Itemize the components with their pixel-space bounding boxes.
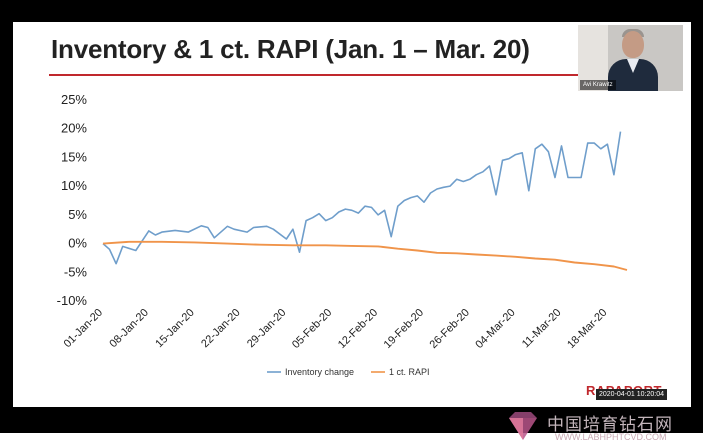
y-tick-label: 10%	[61, 178, 87, 193]
legend-label: 1 ct. RAPI	[389, 367, 430, 377]
x-tick-label: 22-Jan-20	[199, 307, 243, 351]
x-tick-label: 12-Feb-20	[336, 307, 380, 351]
chart-legend: Inventory change 1 ct. RAPI	[267, 367, 430, 377]
speaker-video-thumbnail: Avi Krawitz	[578, 25, 683, 91]
y-tick-label: 25%	[61, 92, 87, 107]
x-tick-label: 11-Mar-20	[520, 307, 564, 351]
diamond-logo-icon	[509, 412, 537, 440]
site-watermark: 中国培育钻石网 WWW.LABHPHTCVD.COM	[503, 410, 703, 445]
x-tick-label: 05-Feb-20	[290, 307, 334, 351]
watermark-url: WWW.LABHPHTCVD.COM	[555, 432, 667, 442]
y-tick-label: 20%	[61, 121, 87, 136]
x-tick-label: 15-Jan-20	[153, 307, 197, 351]
watermark-chinese-text: 中国培育钻石网	[547, 415, 673, 434]
legend-label: Inventory change	[285, 367, 354, 377]
timestamp-overlay: 2020-04-01 10:20:04	[596, 389, 667, 400]
bottom-strip	[0, 433, 703, 445]
plot-area	[102, 131, 628, 271]
line-chart: -10% -5% 0% 5% 10% 15% 20% 25% 01-Jan-20 08-Jan-…	[57, 92, 628, 377]
letterbox-top	[0, 0, 703, 22]
y-tick-label: -10%	[57, 293, 88, 308]
y-tick-label: 15%	[61, 149, 87, 164]
x-tick-label: 18-Mar-20	[565, 307, 609, 351]
x-tick-label: 08-Jan-20	[107, 307, 151, 351]
title-underline	[49, 74, 579, 76]
y-tick-label: 5%	[68, 207, 87, 222]
speaker-name-label: Avi Krawitz	[580, 80, 616, 90]
series-line-inventory-change	[102, 131, 622, 265]
slide-title: Inventory & 1 ct. RAPI (Jan. 1 – Mar. 20…	[51, 34, 530, 64]
letterbox-bottom	[0, 407, 703, 433]
x-tick-label: 19-Feb-20	[382, 307, 426, 351]
series-line-rapi	[102, 240, 628, 271]
x-tick-label: 29-Jan-20	[245, 307, 289, 351]
x-tick-label: 26-Feb-20	[428, 307, 472, 351]
x-axis: 01-Jan-20 08-Jan-20 15-Jan-20 22-Jan-20 29-J…	[62, 307, 610, 351]
x-tick-label: 01-Jan-20	[62, 307, 106, 351]
y-axis: -10% -5% 0% 5% 10% 15% 20% 25%	[57, 92, 88, 308]
speaker-head	[622, 31, 644, 58]
y-tick-label: 0%	[68, 236, 87, 251]
presentation-slide: Inventory & 1 ct. RAPI (Jan. 1 – Mar. 20…	[13, 22, 691, 407]
x-tick-label: 04-Mar-20	[473, 307, 517, 351]
y-tick-label: -5%	[64, 264, 88, 279]
